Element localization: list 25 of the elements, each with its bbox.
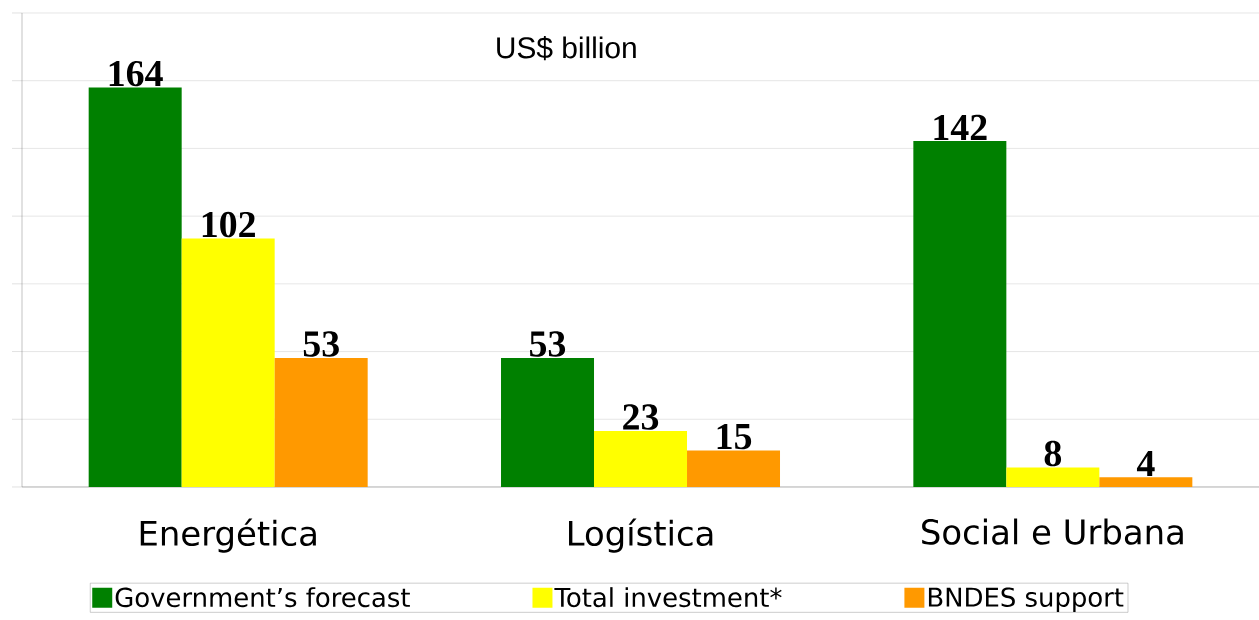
data-label: 53 [303, 331, 339, 357]
bar [501, 357, 595, 487]
legend-label: BNDES support [928, 587, 1124, 613]
bar [594, 430, 688, 487]
data-label: 142 [934, 114, 987, 140]
x-tick-label: Social e Urbana [922, 518, 1183, 545]
x-tick-label: Logística [569, 518, 713, 553]
bar [1099, 477, 1193, 487]
data-label: 23 [623, 404, 659, 430]
data-label: 53 [530, 331, 566, 357]
bar [1006, 467, 1100, 487]
data-label: 15 [717, 423, 752, 450]
bar [687, 450, 781, 487]
bar [88, 87, 182, 487]
bar [181, 238, 275, 487]
data-label: 4 [1136, 451, 1155, 477]
legend-label: Total investment* [554, 587, 782, 608]
bar [913, 141, 1007, 487]
legend-label: Government’s forecast [115, 587, 410, 608]
data-label: 8 [1044, 440, 1062, 467]
x-tick-label: Energética [140, 518, 316, 553]
text: US$ billion [497, 35, 636, 61]
data-label: 164 [109, 60, 163, 87]
data-label: 102 [202, 211, 255, 238]
bar [274, 357, 368, 487]
